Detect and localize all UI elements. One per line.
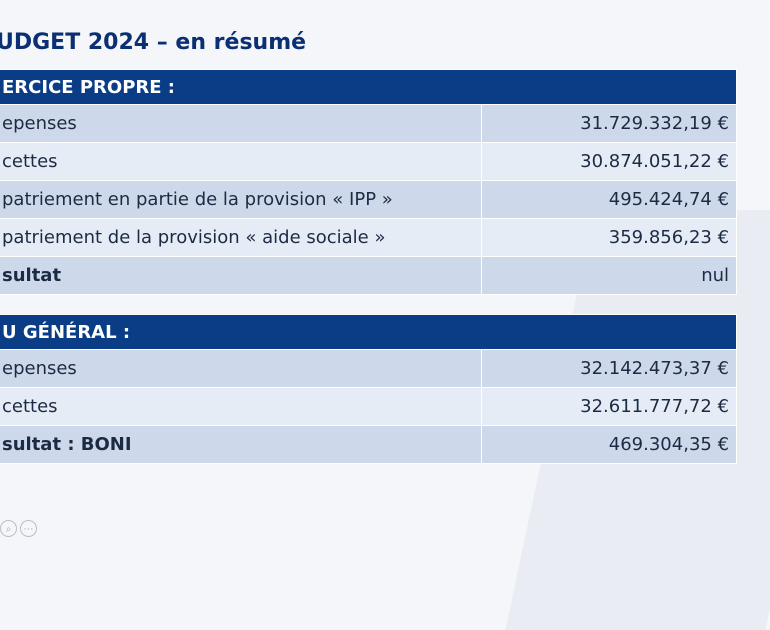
- row-label: cettes: [0, 387, 482, 426]
- table-service-general: U GÉNÉRAL : epenses 32.142.473,37 € cett…: [0, 314, 738, 464]
- slide-title: UDGET 2024 – en résumé: [0, 30, 307, 55]
- table-row: cettes 32.611.777,72 €: [0, 387, 738, 426]
- zoom-icon[interactable]: ⌕: [0, 520, 17, 537]
- result-row: sultat : BONI 469.304,35 €: [0, 425, 738, 464]
- row-label: patriement en partie de la provision « I…: [0, 180, 482, 219]
- more-icon[interactable]: ⋯: [20, 520, 37, 537]
- slide-controls: ⌕ ⋯: [0, 520, 37, 537]
- table-row: cettes 30.874.051,22 €: [0, 142, 738, 181]
- row-label: cettes: [0, 142, 482, 181]
- row-label: patriement de la provision « aide social…: [0, 218, 482, 257]
- section-header-row: U GÉNÉRAL :: [0, 314, 738, 350]
- row-value: 495.424,74 €: [480, 180, 738, 219]
- section-header: U GÉNÉRAL :: [0, 314, 738, 350]
- table-row: epenses 32.142.473,37 €: [0, 349, 738, 388]
- row-value: 359.856,23 €: [480, 218, 738, 257]
- row-value: 31.729.332,19 €: [480, 104, 738, 143]
- row-label: epenses: [0, 104, 482, 143]
- section-header-row: ERCICE PROPRE :: [0, 69, 738, 105]
- table-row: epenses 31.729.332,19 €: [0, 104, 738, 143]
- section-header: ERCICE PROPRE :: [0, 69, 738, 105]
- row-label: sultat: [0, 256, 482, 295]
- table-exercice-propre: ERCICE PROPRE : epenses 31.729.332,19 € …: [0, 69, 738, 295]
- table-row: patriement de la provision « aide social…: [0, 218, 738, 257]
- row-label: sultat : BONI: [0, 425, 482, 464]
- row-value: 32.611.777,72 €: [480, 387, 738, 426]
- row-value: 30.874.051,22 €: [480, 142, 738, 181]
- row-value: 469.304,35 €: [480, 425, 738, 464]
- row-value: nul: [480, 256, 738, 295]
- result-row: sultat nul: [0, 256, 738, 295]
- row-value: 32.142.473,37 €: [480, 349, 738, 388]
- table-row: patriement en partie de la provision « I…: [0, 180, 738, 219]
- row-label: epenses: [0, 349, 482, 388]
